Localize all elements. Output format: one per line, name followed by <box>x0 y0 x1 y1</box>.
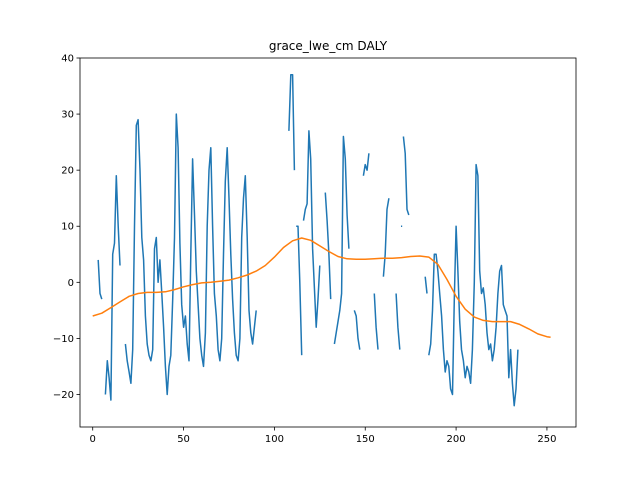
series-1-line <box>92 237 551 339</box>
x-tick-label-150: 150 <box>356 434 375 445</box>
series-0-segment-0 <box>97 259 103 300</box>
x-tick-label-200: 200 <box>447 434 466 445</box>
y-tick-label--20: −20 <box>53 390 74 401</box>
series-0-segment-12 <box>395 293 401 350</box>
series-0-segment-6 <box>324 192 332 300</box>
series-0-segment-3 <box>288 74 296 171</box>
series-0-segment-4 <box>296 225 303 356</box>
series-0-segment-10 <box>373 293 379 350</box>
series-0-segment-16 <box>428 163 519 407</box>
y-tick-label--10: −10 <box>53 334 74 345</box>
series-0-segment-11 <box>382 198 390 277</box>
x-tick-label-100: 100 <box>265 434 284 445</box>
y-tick-label-10: 10 <box>61 222 74 233</box>
axes-frame <box>79 57 577 428</box>
plot-area: 0 50 100 150 200 250 −20 −10 0 10 20 30 40 <box>53 54 577 445</box>
y-tick-label-40: 40 <box>61 54 74 65</box>
series-0-segment-7 <box>333 135 350 345</box>
x-tick-label-250: 250 <box>537 434 556 445</box>
y-tick-label-30: 30 <box>61 110 74 121</box>
chart-title: grace_lwe_cm DALY <box>269 39 388 53</box>
series-0-segment-14 <box>402 136 410 216</box>
y-tick-label-20: 20 <box>61 166 74 177</box>
series-0-segment-9 <box>362 153 370 176</box>
x-tick-label-50: 50 <box>177 434 190 445</box>
series-0-segment-2 <box>124 113 257 396</box>
series-0-segment-1 <box>104 175 121 401</box>
x-tick-label-0: 0 <box>90 434 96 445</box>
series-0-segment-8 <box>353 310 361 350</box>
series-0-segment-5 <box>302 130 321 328</box>
series-0-segment-15 <box>424 276 428 294</box>
y-tick-label-0: 0 <box>68 278 74 289</box>
